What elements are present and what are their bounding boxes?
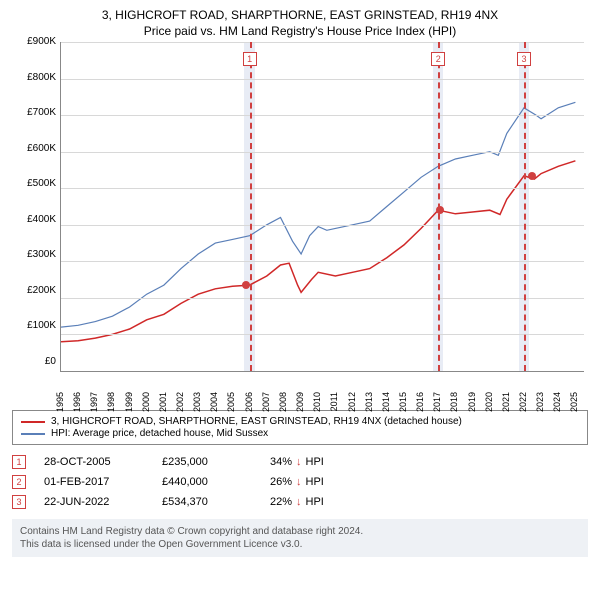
x-tick-label: 2005	[226, 392, 236, 412]
x-tick-label: 2009	[295, 392, 305, 412]
x-tick-label: 2001	[158, 392, 168, 412]
series-hpi	[61, 102, 575, 327]
event-marker-box: 3	[517, 52, 531, 66]
attribution-line2: This data is licensed under the Open Gov…	[20, 538, 580, 551]
x-tick-label: 2016	[415, 392, 425, 412]
x-tick-label: 2014	[381, 392, 391, 412]
x-tick-label: 2012	[347, 392, 357, 412]
x-tick-label: 2019	[467, 392, 477, 412]
legend-swatch	[21, 421, 45, 423]
event-number-box: 2	[12, 475, 26, 489]
x-tick-label: 2017	[432, 392, 442, 412]
grid-line	[61, 298, 584, 299]
x-tick-label: 1998	[106, 392, 116, 412]
x-tick-label: 2011	[329, 392, 339, 411]
x-tick-label: 1999	[124, 392, 134, 412]
event-price: £440,000	[162, 476, 252, 488]
y-tick-label: £0	[12, 357, 56, 367]
event-vertical-line	[250, 42, 252, 371]
event-row: 3 22-JUN-2022 £534,370 22% ↓ HPI	[12, 495, 588, 509]
grid-line	[61, 152, 584, 153]
line-layer	[61, 42, 584, 371]
attribution-line1: Contains HM Land Registry data © Crown c…	[20, 525, 580, 538]
y-tick-label: £900K	[12, 37, 56, 47]
event-price: £235,000	[162, 456, 252, 468]
event-marker-box: 2	[431, 52, 445, 66]
event-number-box: 1	[12, 455, 26, 469]
grid-line	[61, 334, 584, 335]
figure-container: 3, HIGHCROFT ROAD, SHARPTHORNE, EAST GRI…	[0, 0, 600, 565]
x-axis-labels: 1995199619971998199920002001200220032004…	[60, 374, 584, 402]
y-tick-label: £700K	[12, 108, 56, 118]
x-tick-label: 2022	[518, 392, 528, 412]
x-tick-label: 2025	[569, 392, 579, 412]
y-tick-label: £500K	[12, 179, 56, 189]
x-tick-label: 1995	[55, 392, 65, 412]
x-tick-label: 2003	[192, 392, 202, 412]
x-tick-label: 2024	[552, 392, 562, 412]
event-vertical-line	[524, 42, 526, 371]
x-tick-label: 1996	[72, 392, 82, 412]
plot-area: 1 2 3	[60, 42, 584, 372]
x-tick-label: 2010	[312, 392, 322, 412]
legend-label: HPI: Average price, detached house, Mid …	[51, 428, 268, 439]
event-row: 2 01-FEB-2017 £440,000 26% ↓ HPI	[12, 475, 588, 489]
legend-row: 3, HIGHCROFT ROAD, SHARPTHORNE, EAST GRI…	[21, 416, 579, 427]
x-tick-label: 2021	[501, 392, 511, 412]
event-dot	[242, 281, 250, 289]
legend: 3, HIGHCROFT ROAD, SHARPTHORNE, EAST GRI…	[12, 410, 588, 445]
grid-line	[61, 188, 584, 189]
grid-line	[61, 42, 584, 43]
legend-label: 3, HIGHCROFT ROAD, SHARPTHORNE, EAST GRI…	[51, 416, 462, 427]
event-diff: 34% ↓ HPI	[270, 456, 324, 468]
title-subtitle: Price paid vs. HM Land Registry's House …	[12, 24, 588, 38]
x-tick-label: 2015	[398, 392, 408, 412]
x-tick-label: 2008	[278, 392, 288, 412]
chart-area: £900K£800K£700K£600K£500K£400K£300K£200K…	[12, 42, 588, 402]
y-tick-label: £200K	[12, 286, 56, 296]
grid-line	[61, 225, 584, 226]
grid-line	[61, 115, 584, 116]
y-axis-labels: £900K£800K£700K£600K£500K£400K£300K£200K…	[12, 42, 56, 372]
event-row: 1 28-OCT-2005 £235,000 34% ↓ HPI	[12, 455, 588, 469]
attribution: Contains HM Land Registry data © Crown c…	[12, 519, 588, 557]
y-tick-label: £100K	[12, 321, 56, 331]
event-dot	[528, 172, 536, 180]
title-address: 3, HIGHCROFT ROAD, SHARPTHORNE, EAST GRI…	[12, 8, 588, 22]
grid-line	[61, 261, 584, 262]
event-dot	[436, 206, 444, 214]
x-tick-label: 2013	[364, 392, 374, 412]
x-tick-label: 2000	[141, 392, 151, 412]
event-marker-box: 1	[243, 52, 257, 66]
legend-row: HPI: Average price, detached house, Mid …	[21, 428, 579, 439]
grid-line	[61, 79, 584, 80]
event-date: 22-JUN-2022	[44, 496, 144, 508]
x-tick-label: 2023	[535, 392, 545, 412]
y-tick-label: £400K	[12, 215, 56, 225]
title-block: 3, HIGHCROFT ROAD, SHARPTHORNE, EAST GRI…	[12, 8, 588, 38]
y-tick-label: £600K	[12, 144, 56, 154]
event-diff: 22% ↓ HPI	[270, 496, 324, 508]
x-tick-label: 2007	[261, 392, 271, 412]
x-tick-label: 2006	[244, 392, 254, 412]
event-date: 01-FEB-2017	[44, 476, 144, 488]
x-tick-label: 2002	[175, 392, 185, 412]
x-tick-label: 2004	[209, 392, 219, 412]
x-tick-label: 2018	[449, 392, 459, 412]
event-price: £534,370	[162, 496, 252, 508]
x-tick-label: 1997	[89, 392, 99, 412]
legend-swatch	[21, 433, 45, 435]
event-diff: 26% ↓ HPI	[270, 476, 324, 488]
event-table: 1 28-OCT-2005 £235,000 34% ↓ HPI 2 01-FEB-201…	[12, 455, 588, 509]
y-tick-label: £300K	[12, 250, 56, 260]
y-tick-label: £800K	[12, 73, 56, 83]
x-tick-label: 2020	[484, 392, 494, 412]
event-number-box: 3	[12, 495, 26, 509]
event-date: 28-OCT-2005	[44, 456, 144, 468]
